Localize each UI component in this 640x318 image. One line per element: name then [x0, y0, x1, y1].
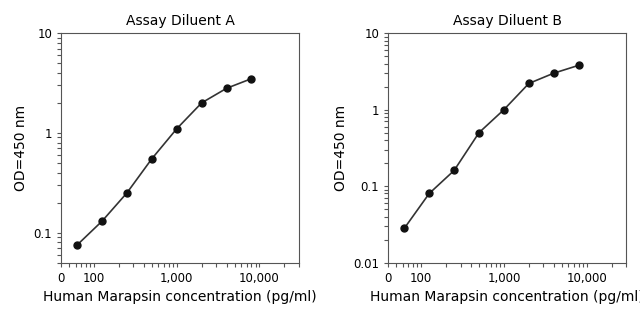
- Y-axis label: OD=450 nm: OD=450 nm: [14, 105, 28, 191]
- Title: Assay Diluent A: Assay Diluent A: [125, 14, 234, 28]
- X-axis label: Human Marapsin concentration (pg/ml): Human Marapsin concentration (pg/ml): [371, 290, 640, 304]
- X-axis label: Human Marapsin concentration (pg/ml): Human Marapsin concentration (pg/ml): [44, 290, 317, 304]
- Y-axis label: OD=450 nm: OD=450 nm: [333, 105, 348, 191]
- Title: Assay Diluent B: Assay Diluent B: [452, 14, 562, 28]
